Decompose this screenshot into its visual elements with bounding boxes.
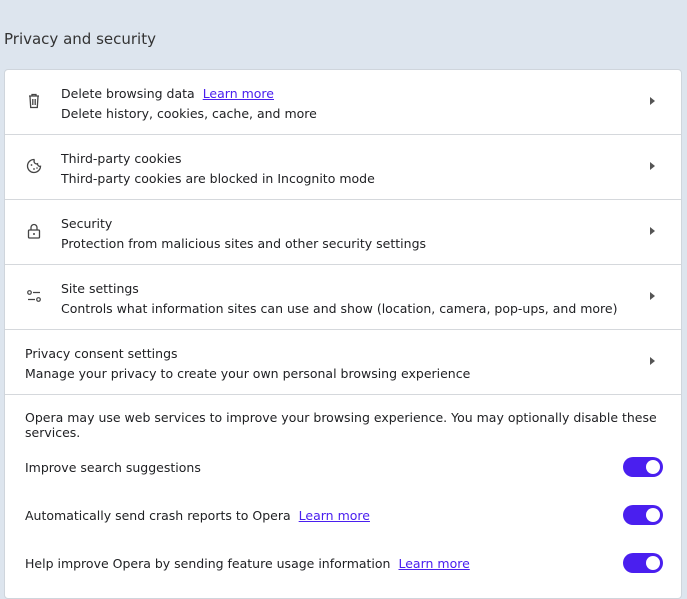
learn-more-link[interactable]: Learn more — [398, 556, 470, 571]
toggle-label: Automatically send crash reports to Oper… — [25, 508, 291, 523]
chevron-right-icon — [650, 292, 655, 300]
row-subtitle: Protection from malicious sites and othe… — [61, 236, 427, 251]
row-subtitle: Delete history, cookies, cache, and more — [61, 106, 317, 121]
row-subtitle: Controls what information sites can use … — [61, 301, 618, 316]
row-security[interactable]: Security Protection from malicious sites … — [5, 200, 681, 265]
toggle-row-search-suggestions: Improve search suggestions — [25, 457, 665, 478]
feature-usage-toggle[interactable] — [623, 553, 663, 573]
row-site-settings[interactable]: Site settings Controls what information s… — [5, 265, 681, 330]
web-services-info: Opera may use web services to improve yo… — [25, 410, 657, 440]
crash-reports-toggle[interactable] — [623, 505, 663, 525]
row-title: Third-party cookies — [61, 151, 182, 166]
learn-more-link[interactable]: Learn more — [202, 86, 274, 101]
sliders-icon — [27, 290, 41, 302]
chevron-right-icon — [650, 227, 655, 235]
toggle-label: Help improve Opera by sending feature us… — [25, 556, 391, 571]
row-title: Security — [61, 216, 113, 231]
privacy-card: Delete browsing data Learn more Delete his… — [4, 69, 682, 599]
chevron-right-icon — [650, 162, 655, 170]
row-title: Privacy consent settings — [25, 346, 178, 361]
toggle-row-feature-usage: Help improve Opera by sending feature us… — [25, 553, 665, 574]
chevron-right-icon — [650, 357, 655, 365]
row-subtitle: Third-party cookies are blocked in Incog… — [61, 171, 375, 186]
toggle-label: Improve search suggestions — [25, 460, 201, 475]
cookie-icon — [26, 158, 42, 174]
row-title: Delete browsing data — [61, 86, 195, 101]
section-title: Privacy and security — [4, 30, 156, 48]
chevron-right-icon — [650, 97, 655, 105]
row-title: Site settings — [61, 281, 139, 296]
trash-icon — [29, 93, 39, 109]
toggle-row-crash-reports: Automatically send crash reports to Oper… — [25, 505, 665, 526]
search-suggestions-toggle[interactable] — [623, 457, 663, 477]
row-delete-browsing-data[interactable]: Delete browsing data Learn more Delete his… — [5, 70, 681, 135]
lock-icon — [27, 223, 41, 239]
learn-more-link[interactable]: Learn more — [298, 508, 370, 523]
row-privacy-consent[interactable]: Privacy consent settings Manage your priv… — [5, 330, 681, 395]
row-third-party-cookies[interactable]: Third-party cookies Third-party cookies a… — [5, 135, 681, 200]
row-subtitle: Manage your privacy to create your own p… — [25, 366, 471, 381]
